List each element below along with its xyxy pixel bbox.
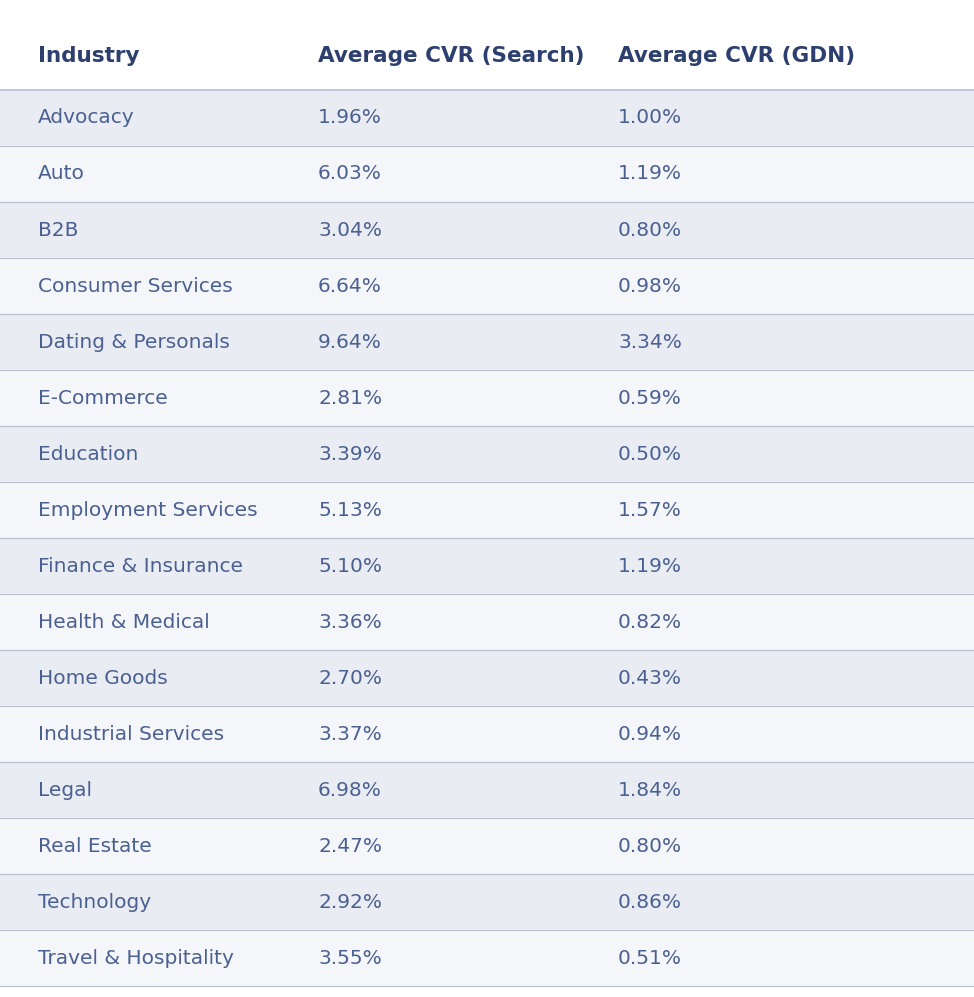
- Text: Education: Education: [38, 445, 138, 464]
- Text: 5.13%: 5.13%: [318, 500, 382, 519]
- Text: 3.39%: 3.39%: [318, 445, 382, 464]
- Bar: [0, 762, 974, 818]
- Bar: [0, 314, 974, 370]
- Text: 1.19%: 1.19%: [618, 165, 682, 183]
- Text: Industry: Industry: [38, 46, 139, 66]
- Text: 1.00%: 1.00%: [618, 109, 682, 128]
- Text: 0.94%: 0.94%: [618, 725, 682, 744]
- Text: Home Goods: Home Goods: [38, 669, 168, 688]
- Text: B2B: B2B: [38, 220, 78, 239]
- Text: 2.47%: 2.47%: [318, 836, 382, 855]
- Text: 5.10%: 5.10%: [318, 556, 382, 575]
- Text: 3.37%: 3.37%: [318, 725, 382, 744]
- Text: 1.57%: 1.57%: [618, 500, 682, 519]
- Bar: [0, 874, 974, 930]
- Text: 1.84%: 1.84%: [618, 781, 682, 800]
- Bar: [0, 594, 974, 650]
- Text: Advocacy: Advocacy: [38, 109, 134, 128]
- Bar: [0, 258, 974, 314]
- Bar: [0, 426, 974, 482]
- Text: Average CVR (Search): Average CVR (Search): [318, 46, 584, 66]
- Bar: [0, 930, 974, 986]
- Text: Auto: Auto: [38, 165, 85, 183]
- Bar: [0, 538, 974, 594]
- Text: Finance & Insurance: Finance & Insurance: [38, 556, 243, 575]
- Bar: [0, 482, 974, 538]
- Text: 6.98%: 6.98%: [318, 781, 382, 800]
- Text: 2.92%: 2.92%: [318, 892, 382, 911]
- Text: 1.19%: 1.19%: [618, 556, 682, 575]
- Bar: [0, 818, 974, 874]
- Text: 6.64%: 6.64%: [318, 276, 382, 295]
- Text: Average CVR (GDN): Average CVR (GDN): [618, 46, 855, 66]
- Text: 3.04%: 3.04%: [318, 220, 382, 239]
- Text: Legal: Legal: [38, 781, 92, 800]
- Text: 2.81%: 2.81%: [318, 389, 382, 408]
- Text: 0.80%: 0.80%: [618, 836, 682, 855]
- Text: 0.86%: 0.86%: [618, 892, 682, 911]
- Bar: [0, 650, 974, 706]
- Text: 6.03%: 6.03%: [318, 165, 382, 183]
- Text: 0.98%: 0.98%: [618, 276, 682, 295]
- Text: 2.70%: 2.70%: [318, 669, 382, 688]
- Bar: [0, 706, 974, 762]
- Text: 3.55%: 3.55%: [318, 948, 382, 967]
- Bar: [0, 370, 974, 426]
- Text: Industrial Services: Industrial Services: [38, 725, 224, 744]
- Text: 0.50%: 0.50%: [618, 445, 682, 464]
- Bar: [0, 90, 974, 146]
- Text: 0.82%: 0.82%: [618, 612, 682, 631]
- Text: 9.64%: 9.64%: [318, 333, 382, 352]
- Text: 3.36%: 3.36%: [318, 612, 382, 631]
- Text: 1.96%: 1.96%: [318, 109, 382, 128]
- Text: 0.80%: 0.80%: [618, 220, 682, 239]
- Bar: [0, 146, 974, 202]
- Text: 0.43%: 0.43%: [618, 669, 682, 688]
- Text: Technology: Technology: [38, 892, 151, 911]
- Text: Consumer Services: Consumer Services: [38, 276, 233, 295]
- Text: 0.51%: 0.51%: [618, 948, 682, 967]
- Text: E-Commerce: E-Commerce: [38, 389, 168, 408]
- Bar: [0, 202, 974, 258]
- Text: 0.59%: 0.59%: [618, 389, 682, 408]
- Text: Real Estate: Real Estate: [38, 836, 152, 855]
- Bar: [0, 22, 974, 90]
- Text: 3.34%: 3.34%: [618, 333, 682, 352]
- Text: Health & Medical: Health & Medical: [38, 612, 209, 631]
- Text: Employment Services: Employment Services: [38, 500, 258, 519]
- Text: Travel & Hospitality: Travel & Hospitality: [38, 948, 234, 967]
- Text: Dating & Personals: Dating & Personals: [38, 333, 230, 352]
